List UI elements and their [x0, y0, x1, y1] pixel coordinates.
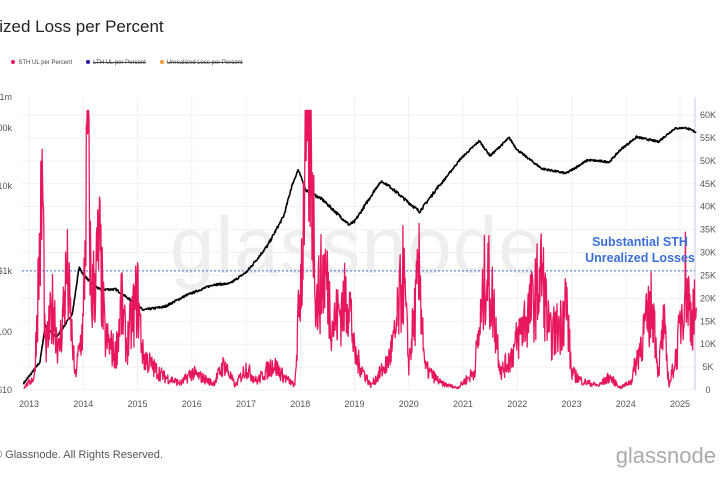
x-axis-tick: 2016	[182, 399, 202, 409]
x-axis-tick: 2018	[290, 399, 310, 409]
right-axis-tick: 45K	[700, 179, 716, 189]
x-axis-tick: 2020	[399, 399, 419, 409]
right-axis-tick: 10K	[700, 339, 716, 349]
x-axis-tick: 2025	[670, 399, 690, 409]
right-axis-tick: 50K	[700, 156, 716, 166]
left-axis-tick: $10k	[0, 181, 12, 191]
left-axis-tick: $1k	[0, 266, 12, 276]
legend-item[interactable]: Unrealized Loss per Percent	[159, 60, 243, 66]
left-axis-tick: 100k	[0, 123, 12, 133]
left-axis-tick: $1m	[0, 92, 12, 102]
right-axis-tick: 5K	[702, 362, 713, 372]
right-axis-tick: 40K	[700, 202, 716, 212]
legend-dot-icon	[86, 60, 91, 65]
legend-dot-icon	[11, 60, 16, 65]
x-axis-tick: 2024	[616, 399, 636, 409]
x-axis-tick: 2017	[236, 399, 256, 409]
legend-item[interactable]: LTH UL per Percent	[86, 60, 146, 66]
legend-label: LTH UL per Percent	[93, 60, 146, 66]
legend-dot-icon	[159, 60, 164, 65]
right-axis-tick: 30K	[700, 248, 716, 258]
chart-title: alized Loss per Percent	[0, 17, 164, 36]
legend-label: Unrealized Loss per Percent	[166, 60, 243, 66]
right-axis-tick: 15K	[700, 316, 716, 326]
copyright-footer: © Glassnode. All Rights Reserved.	[0, 449, 163, 461]
left-axis-tick: 100	[0, 327, 12, 337]
x-axis-tick: 2022	[507, 399, 527, 409]
right-axis-tick: 25K	[700, 270, 716, 280]
x-axis-tick: 2021	[453, 399, 473, 409]
right-axis-tick: 55K	[700, 133, 716, 143]
x-axis-tick: 2019	[344, 399, 364, 409]
x-axis-tick: 2013	[19, 399, 39, 409]
left-axis-tick: $10	[0, 385, 12, 395]
right-axis-tick: 60K	[700, 110, 716, 120]
legend-label: STH UL per Percent	[18, 60, 73, 66]
x-axis-tick: 2014	[73, 399, 93, 409]
right-axis-tick: 35K	[700, 225, 716, 235]
right-axis-tick: 0	[705, 385, 710, 395]
legend-item[interactable]: STH UL per Percent	[11, 60, 72, 66]
x-axis-tick: 2015	[127, 399, 147, 409]
right-axis-tick: 20K	[700, 293, 716, 303]
x-axis-tick: 2023	[561, 399, 581, 409]
sth-ul-line	[23, 109, 697, 390]
glassnode-logo: glassnode	[615, 443, 716, 468]
threshold-annotation: Substantial STH Unrealized Losses	[585, 235, 695, 265]
